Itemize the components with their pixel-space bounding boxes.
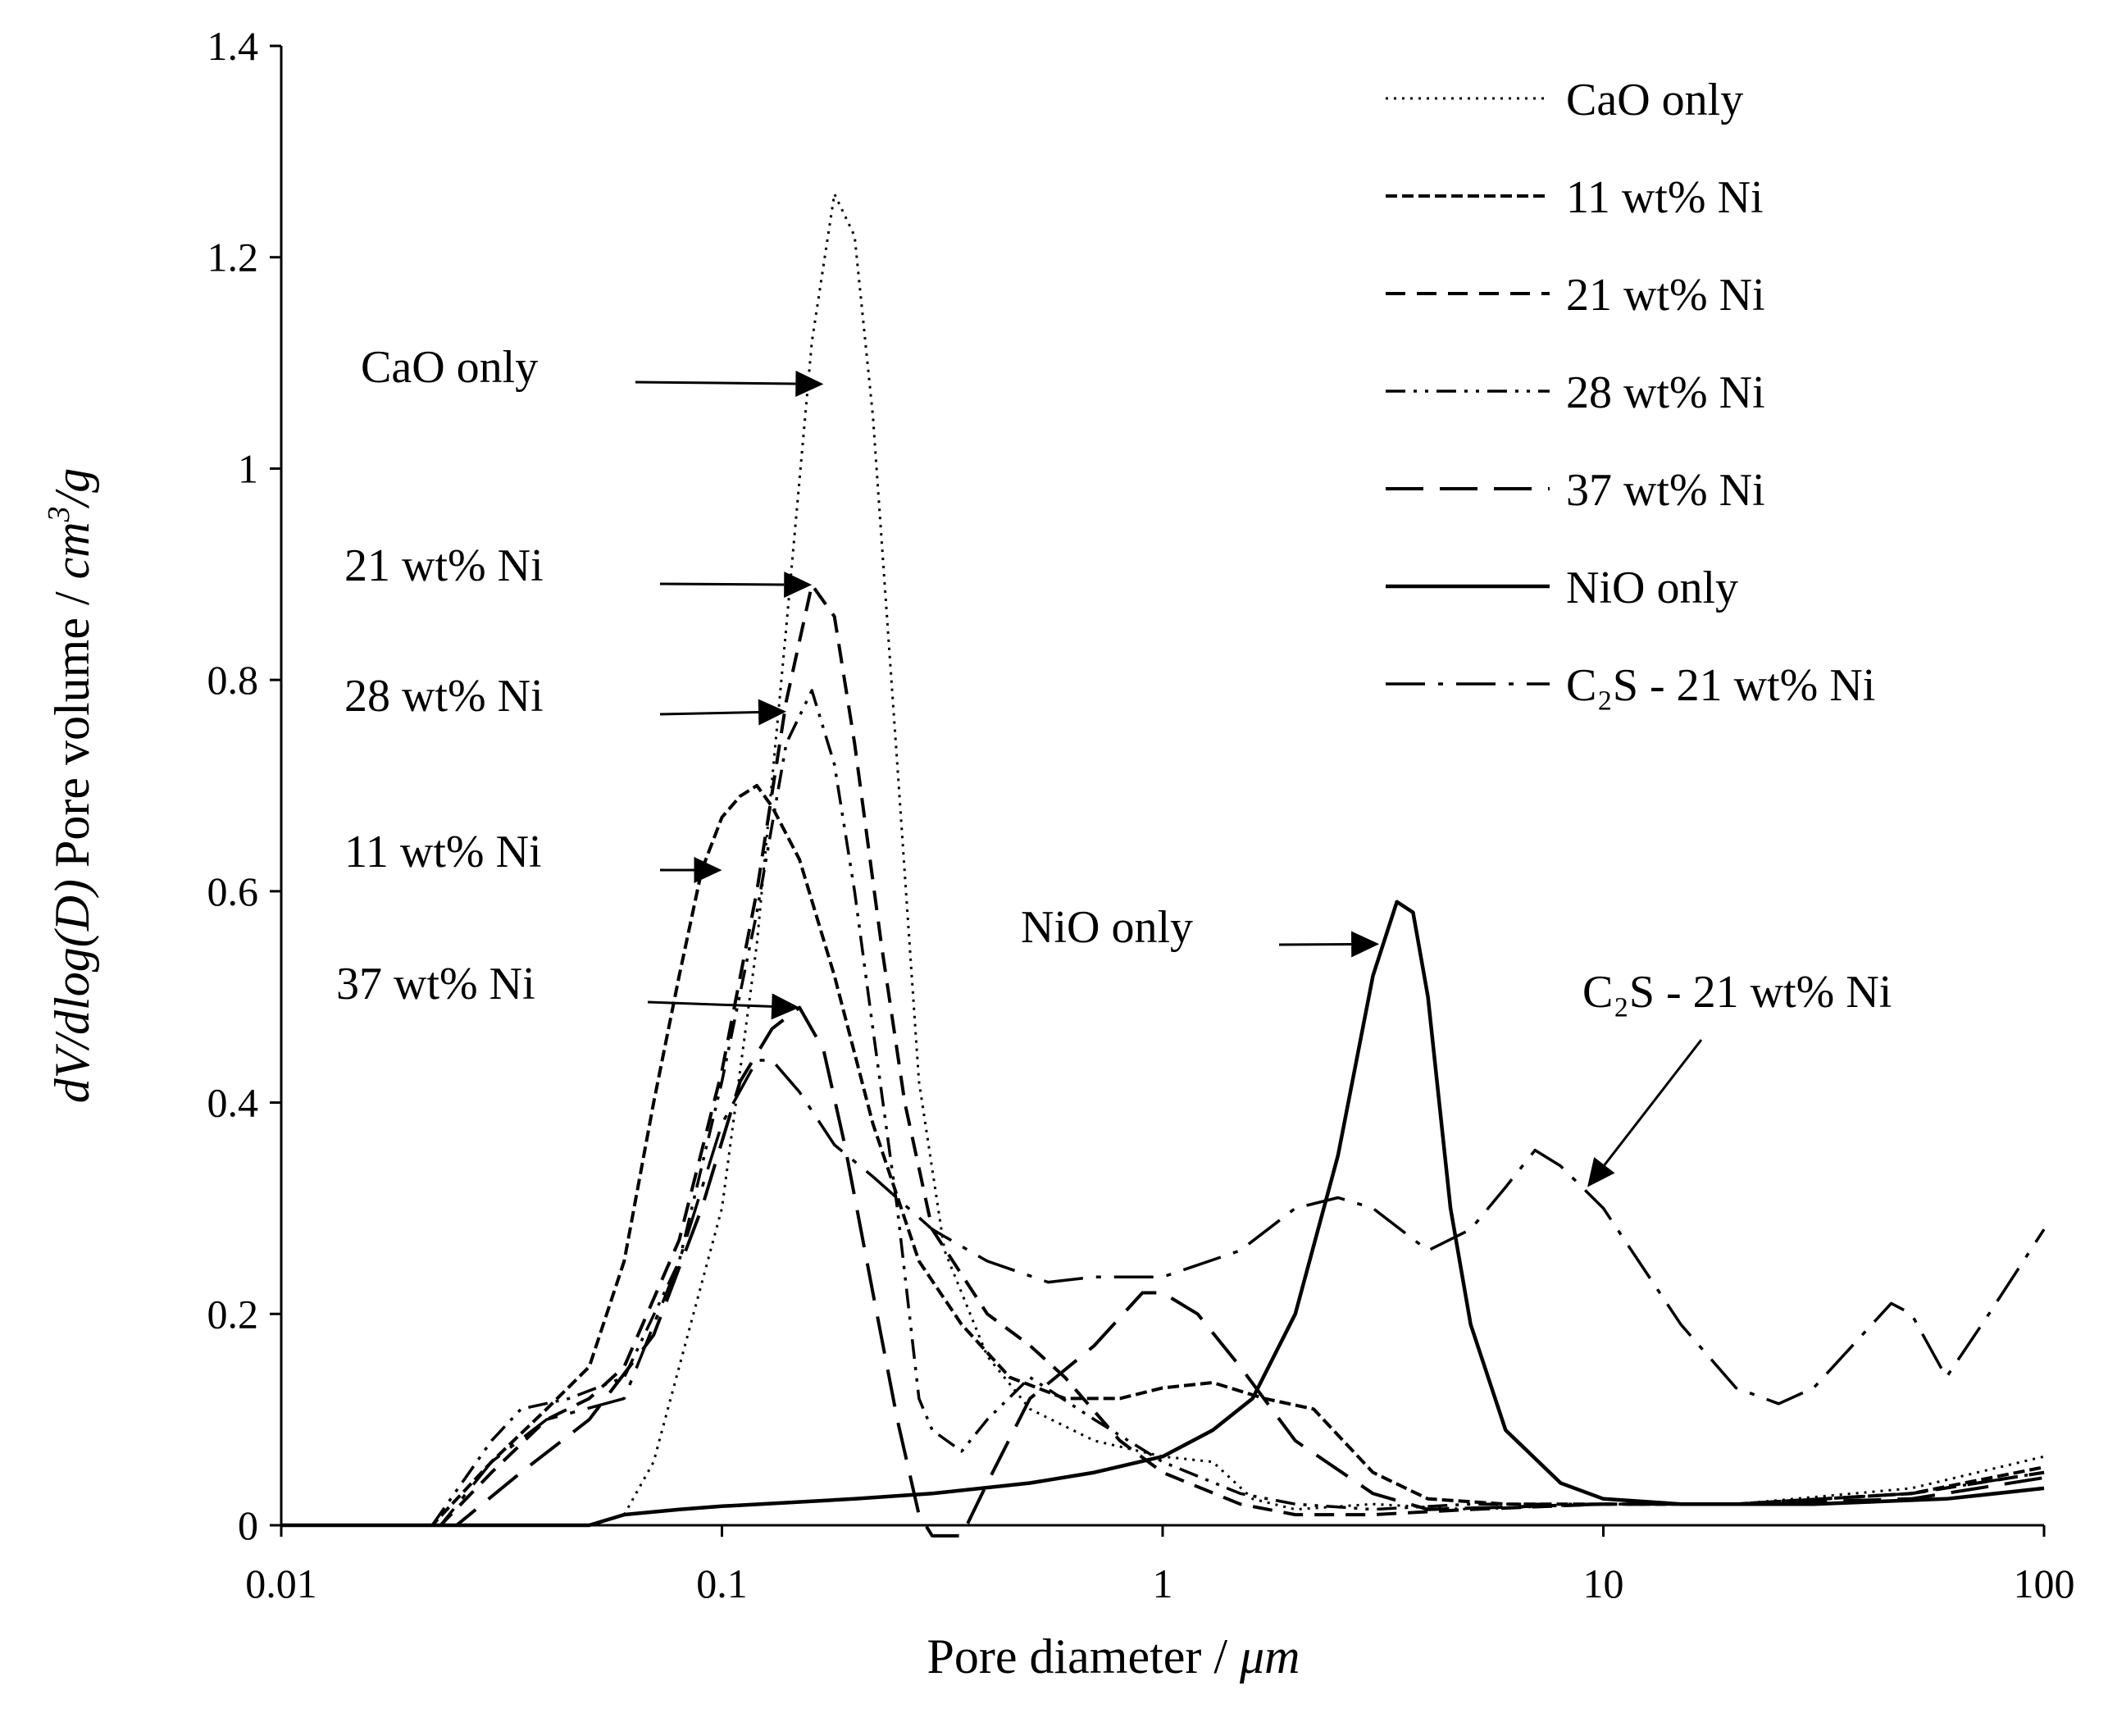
- annotation-arrow-head: [1587, 1156, 1615, 1187]
- series-line-cao-only: [281, 192, 2045, 1527]
- annotation-arrow-shaft: [659, 711, 759, 716]
- y-tick-label: 0.4: [207, 1080, 259, 1126]
- series-layer: [281, 192, 2046, 1538]
- annotation-arrow-shaft: [1278, 942, 1352, 946]
- annotation-arrow-head: [1351, 931, 1380, 958]
- legend-label-11-wtpct-ni: 11 wt% Ni: [1566, 172, 1764, 223]
- y-tick-label: 1.2: [207, 235, 259, 280]
- legend-label-nio-only: NiO only: [1566, 563, 1738, 613]
- x-tick-label: 0.01: [245, 1561, 317, 1606]
- legend-label-cao-only: CaO only: [1566, 75, 1743, 125]
- series-line-nio-only: [281, 900, 2045, 1528]
- x-tick-label: 1: [1153, 1561, 1173, 1606]
- y-tick-label: 0: [238, 1502, 258, 1548]
- series-line-37-wtpct-ni: [281, 1005, 2045, 1538]
- annotation-label: NiO only: [1021, 902, 1193, 953]
- series-line-11-wtpct-ni: [281, 784, 2045, 1527]
- x-tick-label: 100: [2014, 1561, 2075, 1606]
- series-line-c2s-21-wtpct-ni: [281, 1059, 2046, 1527]
- x-axis-title: Pore diameter / μm: [927, 1629, 1300, 1684]
- y-tick-label: 1.4: [207, 23, 259, 69]
- y-axis-title: dV/dlog(D)Pore volume / cm3/g: [42, 468, 99, 1104]
- annotation-label: 21 wt% Ni: [344, 540, 544, 591]
- annotation-arrow-head: [795, 370, 824, 397]
- annotation-arrow-head: [758, 699, 787, 726]
- annotation-arrow-head: [771, 993, 800, 1020]
- annotation-arrow-shaft: [1603, 1039, 1703, 1166]
- annotation-28-wtpct-ni: 28 wt% Ni: [344, 671, 787, 726]
- y-tick-label: 0.8: [207, 657, 259, 703]
- annotation-arrow-shaft: [647, 1000, 772, 1008]
- legend-label-21-wtpct-ni: 21 wt% Ni: [1566, 270, 1765, 321]
- legend-label-c2s-21-wtpct-ni: C₂S - 21 wt% Ni: [1566, 660, 1875, 711]
- annotation-nio-only: NiO only: [1021, 902, 1380, 958]
- annotation-label: C₂S - 21 wt% Ni: [1582, 967, 1892, 1018]
- annotation-arrow-shaft: [659, 582, 785, 586]
- legend: CaO only 11 wt% Ni 21 wt% Ni 28 wt% Ni 37 wt…: [1386, 75, 1875, 711]
- x-tick-label: 10: [1583, 1561, 1624, 1606]
- legend-label-28-wtpct-ni: 28 wt% Ni: [1566, 367, 1765, 418]
- annotation-label: CaO only: [361, 342, 538, 393]
- y-tick-label: 0.6: [207, 868, 259, 914]
- annotation-cao-only: CaO only: [361, 342, 824, 397]
- annotation-label: 28 wt% Ni: [344, 671, 544, 722]
- annotation-label: 11 wt% Ni: [344, 827, 542, 877]
- series-line-21-wtpct-ni: [281, 583, 2045, 1527]
- annotation-11-wtpct-ni: 11 wt% Ni: [344, 827, 722, 884]
- annotation-arrow-shaft: [635, 380, 796, 385]
- annotation-c2s-21-wtpct-ni: C₂S - 21 wt% Ni: [1582, 967, 1892, 1187]
- y-tick-label: 1: [238, 445, 258, 491]
- x-tick-label: 0.1: [696, 1561, 748, 1606]
- annotation-arrow-head: [694, 857, 722, 884]
- legend-label-37-wtpct-ni: 37 wt% Ni: [1566, 465, 1765, 516]
- series-line-28-wtpct-ni: [281, 689, 2045, 1527]
- annotation-21-wtpct-ni: 21 wt% Ni: [344, 540, 813, 598]
- annotation-label: 37 wt% Ni: [336, 959, 535, 1009]
- axes: [280, 46, 2044, 1527]
- ticks: 0 0.2 0.4 0.6 0.8 1 1.2 1.4 0.01 0.1 1 10 100: [207, 23, 2075, 1606]
- annotation-arrow-head: [784, 571, 813, 598]
- annotation-37-wtpct-ni: 37 wt% Ni: [336, 959, 800, 1020]
- annotations: CaO only 21 wt% Ni 28 wt% Ni 11 wt% Ni 37 wt…: [336, 342, 1892, 1187]
- y-tick-label: 0.2: [207, 1291, 259, 1337]
